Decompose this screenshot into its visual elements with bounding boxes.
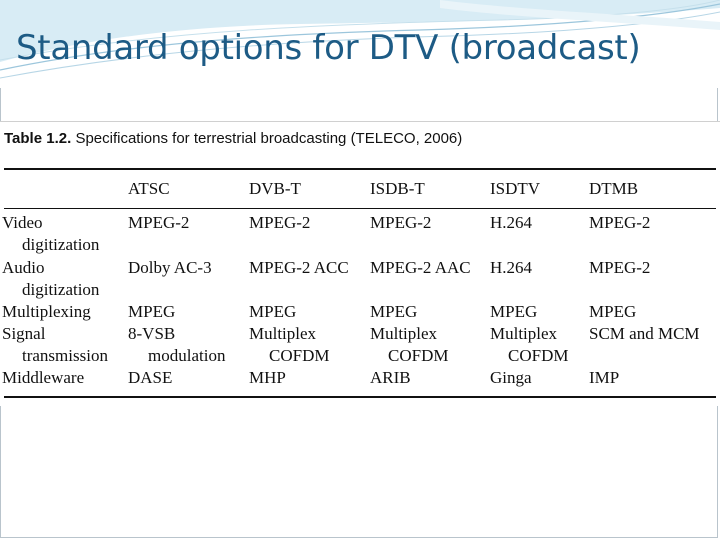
- cell-signal-isdtv: Multiplex: [490, 324, 558, 343]
- cell-video-atsc: MPEG-2: [128, 213, 190, 232]
- cell-middleware-dtmb: IMP: [589, 368, 620, 387]
- table-header-rule: [4, 208, 716, 209]
- header-dvb-t: DVB-T: [249, 179, 301, 198]
- cell-middleware-isdtv: Ginga: [490, 368, 532, 387]
- row-label-multiplexing: Multiplexing: [2, 302, 91, 321]
- cell-video-isdb-t: MPEG-2: [370, 213, 432, 232]
- cell-signal-isdtv-cont: COFDM: [508, 346, 569, 365]
- row-label-signal: Signal: [2, 324, 46, 343]
- cell-multiplexing-isdb-t: MPEG: [370, 302, 418, 321]
- cell-signal-atsc-cont: modulation: [148, 346, 226, 365]
- cell-multiplexing-isdtv: MPEG: [490, 302, 538, 321]
- cell-signal-dtmb: SCM and MCM: [589, 324, 700, 343]
- cell-multiplexing-atsc: MPEG: [128, 302, 176, 321]
- header-swoosh-decoration: [0, 0, 720, 79]
- row-label-audio: Audio: [2, 258, 45, 277]
- header-atsc: ATSC: [128, 179, 170, 198]
- cell-video-isdtv: H.264: [490, 213, 533, 232]
- cell-middleware-atsc: DASE: [128, 368, 173, 387]
- cell-signal-isdb-t-cont: COFDM: [388, 346, 449, 365]
- row-label-signal-cont: transmission: [22, 346, 108, 365]
- table-caption: Table 1.2. Specifications for terrestria…: [4, 130, 462, 147]
- cell-signal-atsc: 8-VSB: [128, 324, 176, 343]
- cell-middleware-dvb-t: MHP: [249, 368, 286, 387]
- cell-audio-isdb-t: MPEG-2 AAC: [370, 258, 471, 277]
- cell-audio-isdtv: H.264: [490, 258, 533, 277]
- table-caption-text: Specifications for terrestrial broadcast…: [75, 130, 463, 147]
- row-label-audio-cont: digitization: [22, 280, 100, 299]
- header-dtmb: DTMB: [589, 179, 639, 198]
- specifications-table: Table 1.2. Specifications for terrestria…: [0, 121, 720, 406]
- cell-audio-dvb-t: MPEG-2 ACC: [249, 258, 349, 277]
- cell-middleware-isdb-t: ARIB: [370, 368, 411, 387]
- table-top-rule: [4, 168, 716, 170]
- cell-audio-dtmb: MPEG-2: [589, 258, 651, 277]
- cell-multiplexing-dvb-t: MPEG: [249, 302, 297, 321]
- row-label-video: Video: [2, 213, 43, 232]
- table-bottom-rule: [4, 396, 716, 398]
- table-caption-label: Table 1.2.: [4, 130, 72, 147]
- row-label-video-cont: digitization: [22, 235, 100, 254]
- cell-video-dtmb: MPEG-2: [589, 213, 651, 232]
- cell-audio-atsc: Dolby AC-3: [128, 258, 212, 277]
- cell-signal-dvb-t: Multiplex: [249, 324, 317, 343]
- cell-signal-isdb-t: Multiplex: [370, 324, 438, 343]
- header-isdtv: ISDTV: [490, 179, 541, 198]
- cell-video-dvb-t: MPEG-2: [249, 213, 311, 232]
- cell-multiplexing-dtmb: MPEG: [589, 302, 637, 321]
- cell-signal-dvb-t-cont: COFDM: [269, 346, 330, 365]
- row-label-middleware: Middleware: [2, 368, 85, 387]
- slide-title: Standard options for DTV (broadcast): [16, 28, 641, 68]
- header-isdb-t: ISDB-T: [370, 179, 425, 198]
